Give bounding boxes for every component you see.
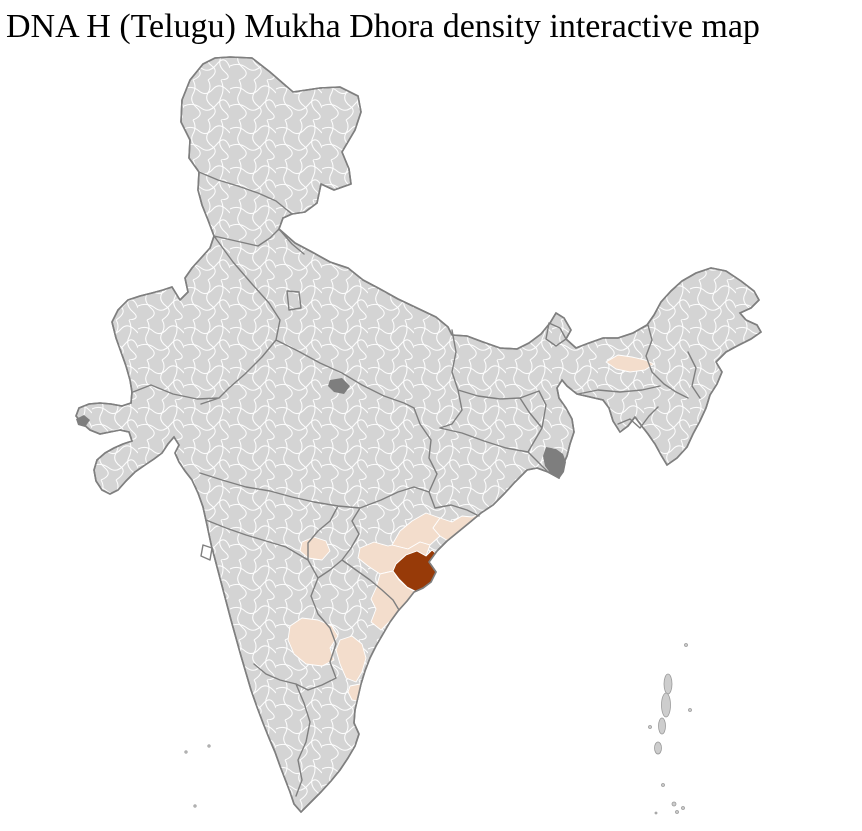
- chambal-shade: [328, 378, 350, 394]
- state-boundaries: [132, 171, 701, 797]
- island-speck: [688, 708, 692, 712]
- island: [654, 741, 662, 755]
- island-speck: [193, 804, 197, 808]
- india-base-districts[interactable]: [75, 56, 762, 813]
- island-speck: [661, 783, 665, 787]
- island-speck: [648, 725, 652, 729]
- island-speck: [207, 744, 211, 748]
- lakshadweep-islands[interactable]: [184, 744, 211, 808]
- island-speck: [184, 750, 188, 754]
- nicobar-island: [671, 801, 677, 807]
- district-low-assam[interactable]: [605, 354, 655, 373]
- andaman-nicobar-islands[interactable]: [648, 643, 692, 815]
- page-title: DNA H (Telugu) Mukha Dhora density inter…: [6, 8, 760, 45]
- andaman-island: [658, 717, 666, 735]
- andaman-island: [661, 692, 671, 718]
- island-speck: [684, 643, 688, 647]
- district-low-nellore[interactable]: [335, 635, 367, 683]
- kutch-creek-shade: [76, 415, 90, 427]
- andaman-island: [663, 673, 673, 695]
- island-speck: [654, 811, 658, 815]
- island-speck: [681, 806, 685, 810]
- island-speck: [675, 810, 679, 814]
